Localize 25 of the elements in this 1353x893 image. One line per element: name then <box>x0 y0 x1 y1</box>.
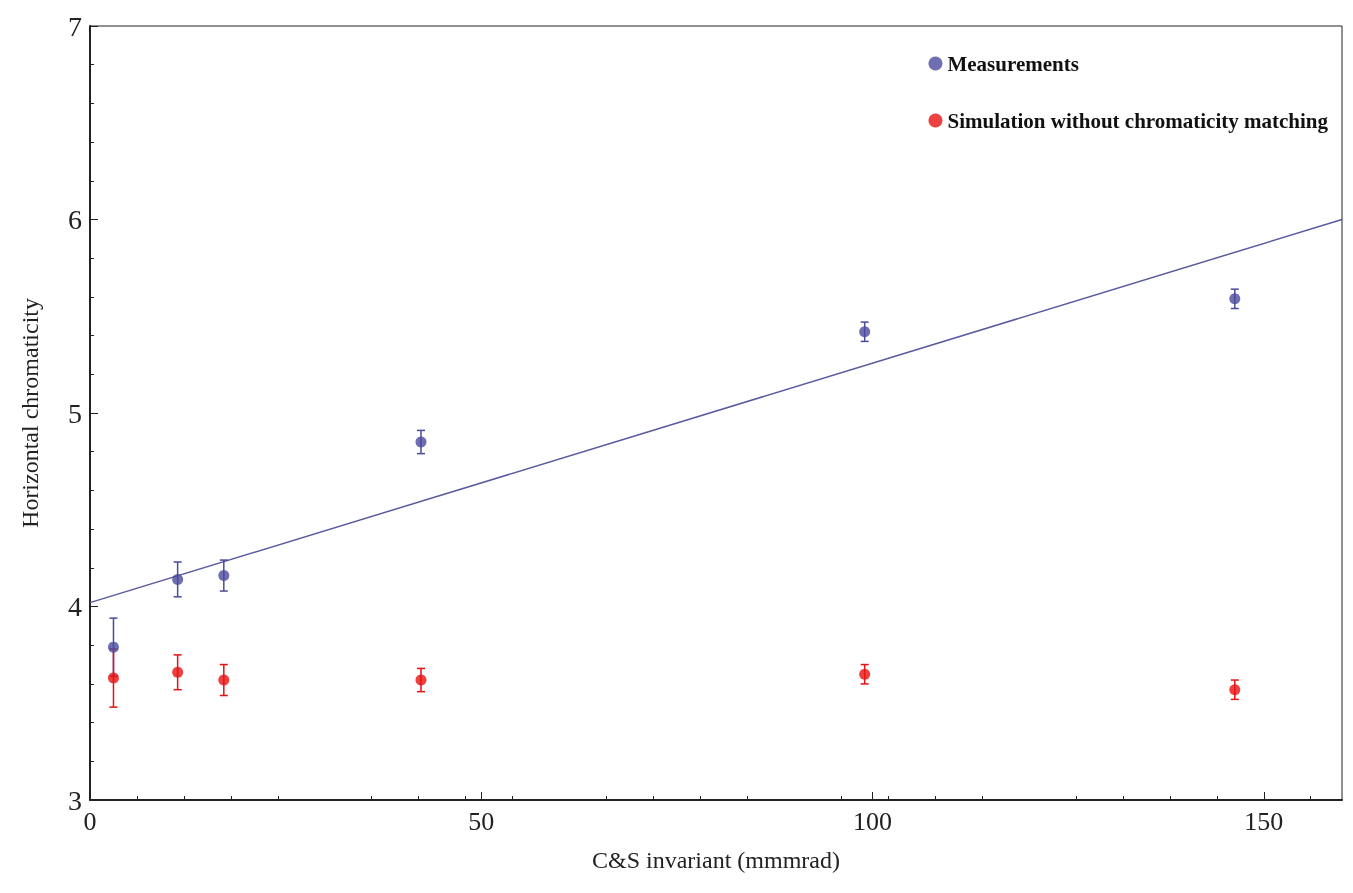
x-tick-label: 50 <box>468 806 495 836</box>
y-axis-title: Horizontal chromaticity <box>17 298 43 528</box>
point <box>172 573 184 585</box>
legend-label: Measurements <box>947 51 1079 76</box>
point <box>1229 684 1241 696</box>
point <box>107 672 119 684</box>
y-tick-label: 3 <box>68 784 82 816</box>
point <box>1229 293 1241 305</box>
x-tick-label: 0 <box>83 806 97 836</box>
point <box>107 641 119 653</box>
point <box>218 674 230 686</box>
legend-label: Simulation without chromaticity matching <box>947 108 1329 133</box>
point <box>415 674 427 686</box>
point <box>172 666 184 678</box>
point <box>859 326 871 338</box>
y-tick-label: 7 <box>68 10 82 42</box>
point <box>218 570 230 582</box>
point <box>415 436 427 448</box>
y-tick-label: 4 <box>68 591 82 622</box>
x-tick-label: 100 <box>853 806 892 836</box>
x-axis-title: C&S invariant (mmmrad) <box>592 847 840 873</box>
point <box>859 668 871 680</box>
y-tick-label: 5 <box>68 397 82 429</box>
y-tick-label: 6 <box>68 204 82 235</box>
x-tick-label: 150 <box>1244 806 1284 836</box>
